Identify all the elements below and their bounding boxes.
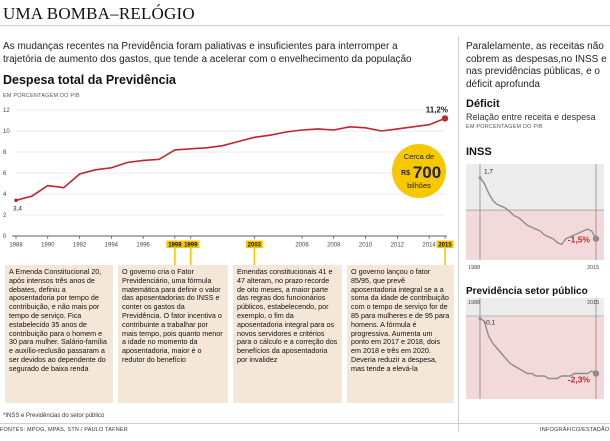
- event-box-2003: Emendas constitucionais 41 e 47 alteram,…: [233, 265, 342, 403]
- credit: INFOGRÁFICO/ESTADÃO: [540, 427, 610, 433]
- x-tick-label-2010: 2010: [359, 243, 373, 249]
- event-box-1998: A Emenda Constitucional 20, após intenso…: [5, 265, 113, 403]
- last-value-label: -2,3%: [568, 375, 591, 385]
- event-box-1999: O governo cria o Fator Previdenciário, u…: [118, 265, 228, 403]
- callout-bottom: bilhões: [407, 181, 431, 190]
- end-year-label: 2015: [587, 300, 599, 306]
- series-line: [479, 317, 597, 380]
- y-tick-label: 8: [3, 150, 7, 156]
- x-tick-label-1992: 1992: [73, 243, 87, 249]
- x-tick-label-1990: 1990: [41, 243, 55, 249]
- deficit-unit: EM PORCENTAGEM DO PIB: [466, 124, 543, 130]
- x-tick-highlight-1998: [166, 240, 184, 248]
- first-value-label: -0,1: [484, 320, 496, 327]
- page-title: UMA BOMBA–RELÓGIO: [3, 4, 195, 23]
- y-tick-label: 6: [3, 171, 7, 177]
- callout-prefix: R$: [401, 170, 410, 177]
- prev-chart-title: Previdência setor público: [466, 286, 588, 297]
- first-value-label: 1,7: [484, 169, 493, 176]
- main-chart-title: Despesa total da Previdência: [3, 73, 176, 87]
- x-tick-highlight-1999: [182, 240, 200, 248]
- last-value-label: 11,2%: [426, 105, 448, 114]
- y-tick-label: 10: [3, 129, 10, 135]
- start-year-label: 1988: [468, 265, 480, 271]
- column-divider: [458, 36, 459, 432]
- x-tick-label-1994: 1994: [105, 243, 119, 249]
- deficit-title: Déficit: [466, 98, 500, 110]
- header: UMA BOMBA–RELÓGIO: [0, 0, 610, 26]
- negative-band: [466, 210, 604, 260]
- callout-badge: [392, 144, 446, 198]
- y-tick-label: 2: [3, 213, 7, 219]
- x-tick-label-2014: 2014: [422, 243, 436, 249]
- x-tick-label-2015: 2015: [438, 243, 452, 249]
- footnote: *INSS e Previdências do setor público: [3, 413, 105, 419]
- inss-chart: 1,7 -1,5% 1988 2015: [466, 164, 604, 271]
- end-year-label: 2015: [587, 265, 599, 271]
- last-data-point: [592, 235, 600, 242]
- last-value-label: -1,5%: [568, 235, 591, 245]
- first-data-point: [478, 176, 482, 180]
- x-tick-label-1998: 1998: [168, 243, 182, 249]
- intro-text: As mudanças recentes na Previdência fora…: [3, 41, 412, 65]
- negative-band: [466, 316, 604, 399]
- x-tick-highlight-2015: [436, 240, 454, 248]
- x-tick-label-1996: 1996: [136, 243, 150, 249]
- callout-top: Cerca de: [404, 152, 434, 161]
- event-box-2015: O governo lançou o fator 85/95, que prev…: [347, 265, 454, 403]
- bottom-rule: [0, 423, 610, 424]
- main-chart: 0 2 4 6 8 10 12 1988 1990 1992 1994 1996 1998 1999 200…: [3, 105, 454, 266]
- x-tick-label-2008: 2008: [327, 243, 341, 249]
- last-data-point: [592, 370, 600, 377]
- start-year-label: 1988: [468, 300, 480, 306]
- x-tick-label-2006: 2006: [295, 243, 309, 249]
- x-tick-label-1988: 1988: [9, 243, 23, 249]
- x-tick-highlight-2003: [245, 240, 263, 248]
- first-value-label: 3,4: [13, 205, 22, 212]
- y-tick-label: 0: [3, 234, 7, 240]
- x-tick-label-2012: 2012: [391, 243, 405, 249]
- x-tick-label-1999: 1999: [184, 243, 198, 249]
- data-point-2015: [441, 115, 449, 122]
- series-line: [479, 177, 597, 246]
- main-chart-unit: EM PORCENTAGEM DO PIB: [3, 93, 80, 99]
- data-point-1988: [14, 198, 18, 203]
- x-tick-label-2003: 2003: [248, 243, 262, 249]
- y-tick-label: 12: [3, 108, 10, 114]
- prev-chart: -0,1 -2,3% 1988 2015: [466, 298, 604, 399]
- callout-value: 700: [413, 163, 441, 182]
- first-data-point: [478, 317, 482, 320]
- y-tick-label: 4: [3, 192, 7, 198]
- main-series-line: [15, 117, 446, 202]
- inss-chart-title: INSS: [466, 146, 492, 158]
- sources: FONTES: MPOG, MPAS, STN / PAULO TAFNER: [0, 427, 128, 433]
- deficit-subtitle: Relação entre receita e despesa: [466, 112, 596, 122]
- right-intro-text: Paralelamente, as receitas não cobrem as…: [466, 41, 607, 90]
